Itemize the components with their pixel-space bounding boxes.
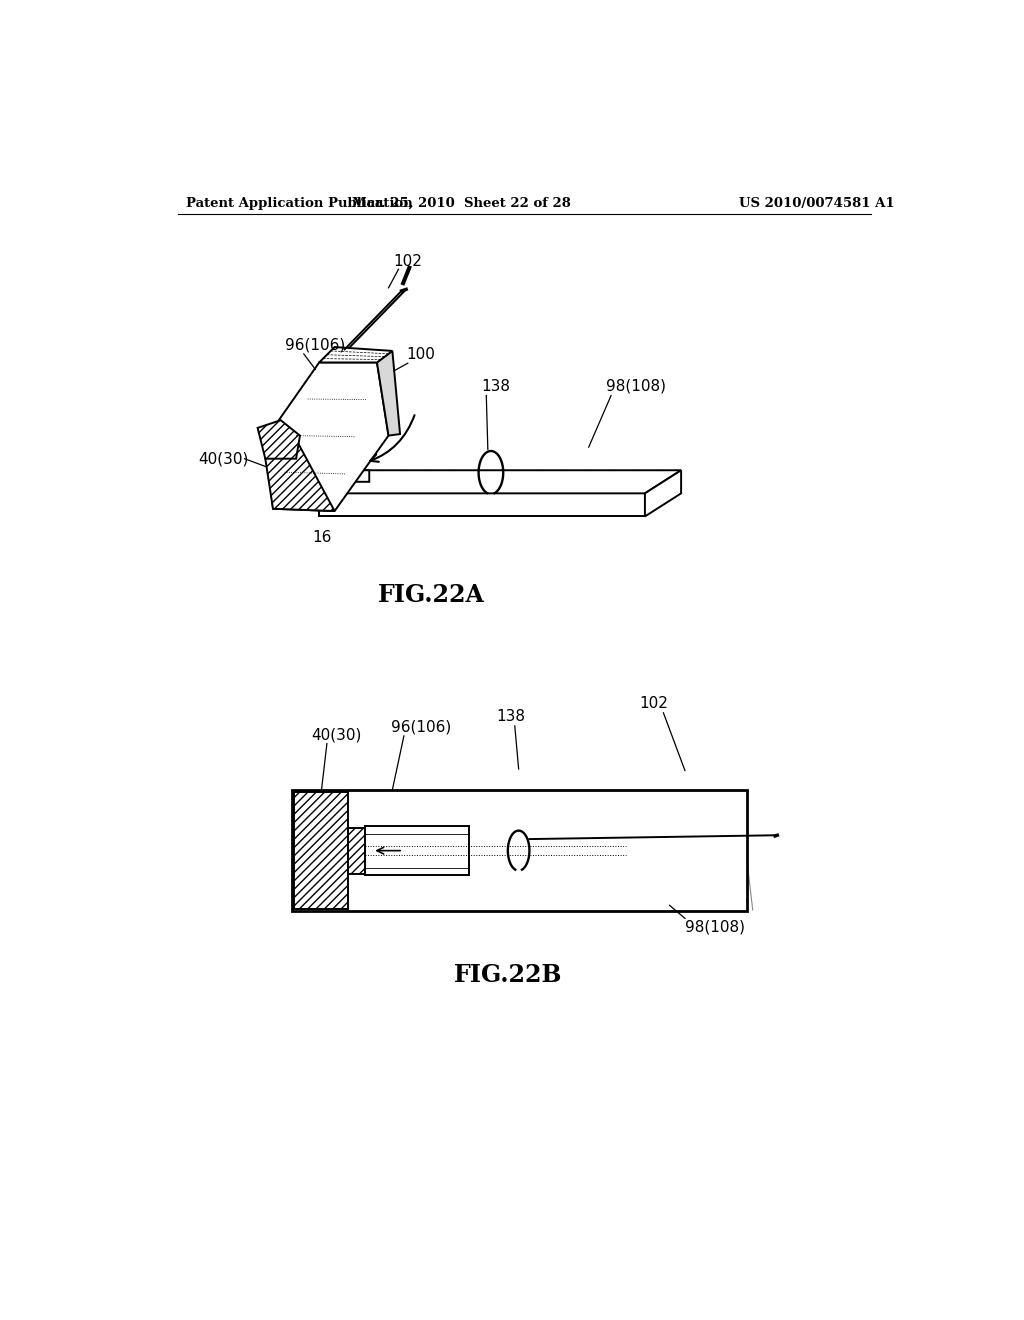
Polygon shape	[377, 351, 400, 436]
Text: 96(106): 96(106)	[285, 338, 345, 352]
Polygon shape	[319, 470, 681, 494]
Text: US 2010/0074581 A1: US 2010/0074581 A1	[739, 197, 895, 210]
Polygon shape	[319, 494, 645, 516]
Polygon shape	[348, 828, 365, 874]
Text: Mar. 25, 2010  Sheet 22 of 28: Mar. 25, 2010 Sheet 22 of 28	[352, 197, 571, 210]
Text: 102: 102	[640, 696, 669, 711]
Text: 98(108): 98(108)	[606, 379, 667, 393]
Text: FIG.22B: FIG.22B	[454, 964, 562, 987]
Text: 40(30): 40(30)	[199, 451, 249, 466]
Polygon shape	[292, 789, 746, 911]
Text: 138: 138	[481, 379, 510, 395]
Polygon shape	[365, 826, 469, 875]
Text: FIG.22A: FIG.22A	[378, 583, 484, 607]
Text: 98(108): 98(108)	[685, 919, 745, 935]
Polygon shape	[265, 440, 335, 511]
Polygon shape	[645, 470, 681, 516]
Polygon shape	[265, 363, 388, 511]
Text: 96(106): 96(106)	[391, 719, 451, 734]
Text: 138: 138	[497, 709, 525, 725]
Polygon shape	[258, 420, 300, 459]
Text: 102: 102	[393, 253, 422, 268]
Text: 100: 100	[407, 347, 435, 362]
Polygon shape	[319, 470, 370, 494]
Text: Patent Application Publication: Patent Application Publication	[186, 197, 413, 210]
Text: 16: 16	[312, 529, 331, 545]
Polygon shape	[294, 792, 348, 909]
Text: 40(30): 40(30)	[311, 727, 362, 742]
Polygon shape	[319, 347, 392, 363]
